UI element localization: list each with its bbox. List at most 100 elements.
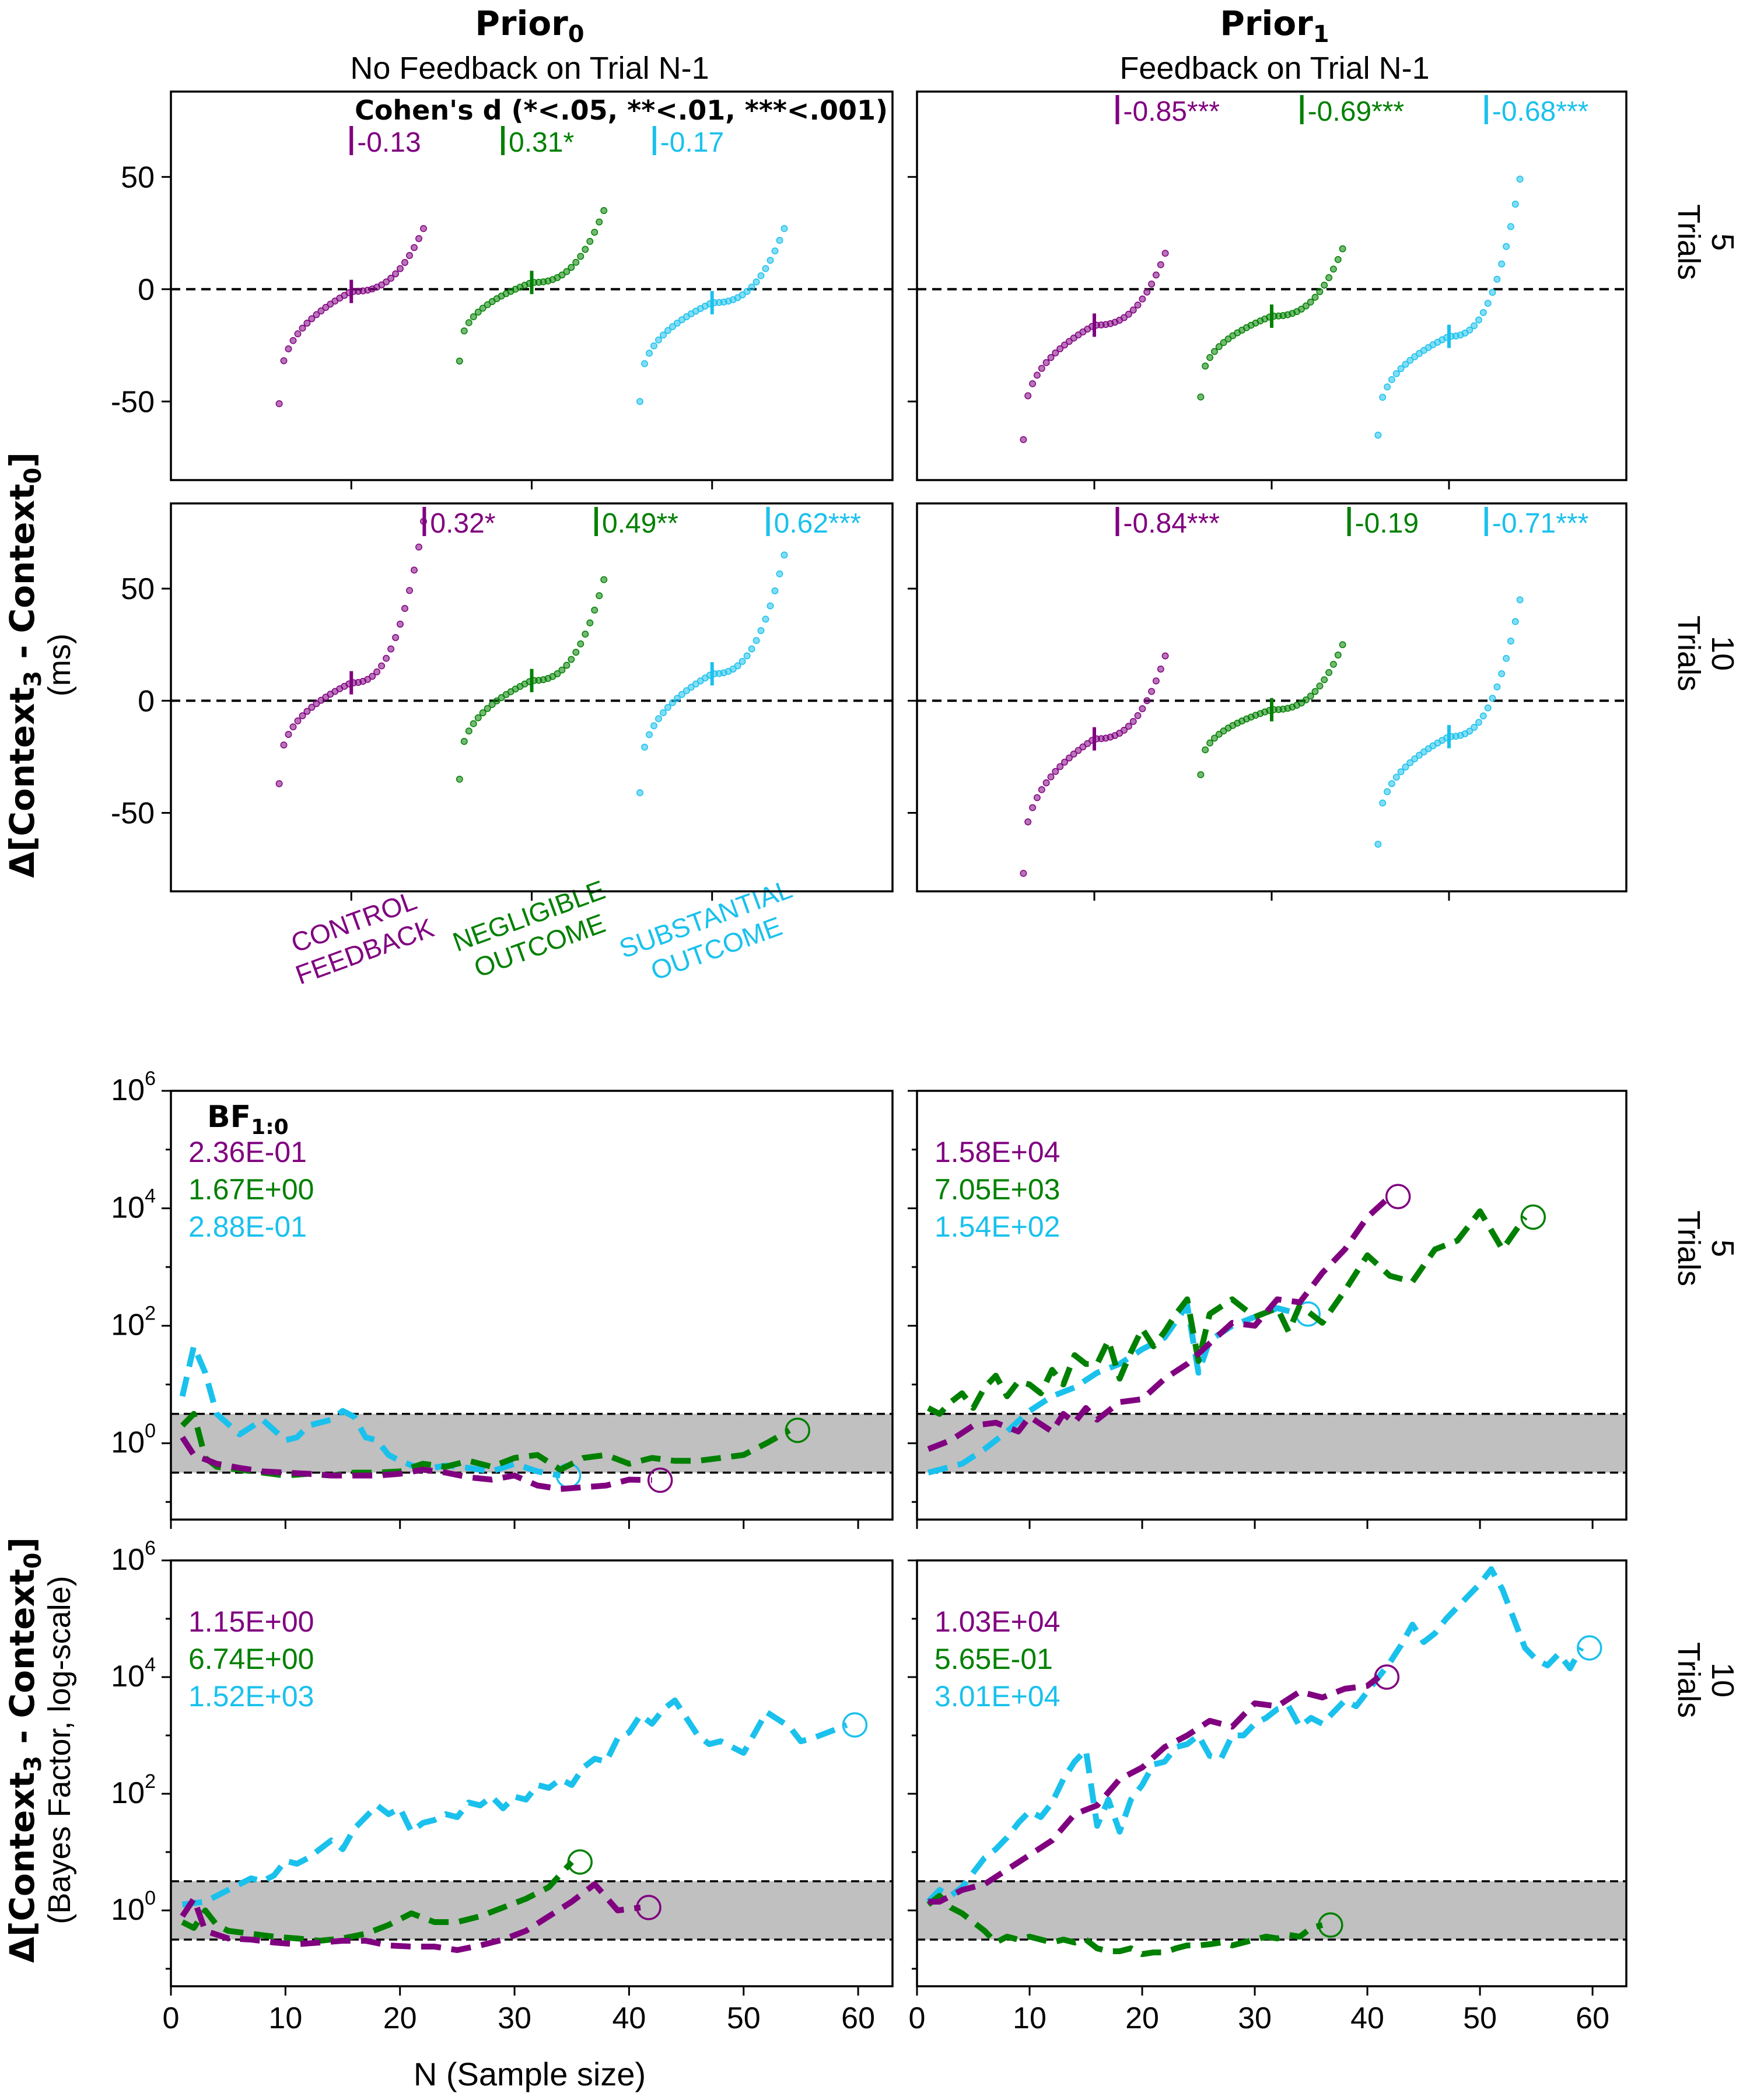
bf-line-control (180, 1881, 641, 1953)
scatter-point-substantial (1411, 353, 1419, 360)
scatter-point-substantial (1507, 223, 1514, 230)
scatter-point-substantial (1416, 751, 1423, 759)
scatter-point-substantial (762, 615, 769, 623)
row-label-bottom-10: 10 Trials (1671, 1642, 1740, 1718)
scatter-point-substantial (660, 331, 667, 339)
scatter-point-substantial (687, 684, 695, 691)
scatter-point-control (369, 673, 376, 680)
bf-value-substantial: 3.01E+04 (935, 1680, 1060, 1713)
scatter-point-negligible (582, 246, 589, 253)
scatter-point-substantial (650, 722, 657, 730)
y-tick-label: -50 (111, 796, 155, 830)
scatter-point-negligible (596, 218, 603, 226)
column-title-prior0: Prior0 (475, 4, 584, 48)
cohens-d-value-control: 0.32* (430, 508, 495, 539)
cohens-d-value-control: -0.85*** (1124, 96, 1220, 127)
scatter-point-control (1129, 718, 1137, 725)
scatter-point-control (299, 712, 306, 720)
scatter-point-substantial (682, 687, 690, 695)
scatter-point-substantial (1402, 360, 1409, 368)
scatter-point-control (420, 225, 427, 232)
scatter-point-control (1134, 712, 1142, 719)
scatter-point-substantial (646, 349, 653, 357)
bayes-panel-2: 1.58E+04 7.05E+03 1.54E+02 (908, 1090, 1628, 1529)
scatter-point-substantial (650, 342, 657, 349)
y-tick-label: 100 (111, 1420, 156, 1460)
bf-value-negligible: 1.67E+00 (188, 1173, 314, 1206)
scatter-point-negligible (1325, 668, 1333, 676)
bf-line-substantial (926, 1566, 1584, 1904)
scatter-point-control (294, 717, 302, 724)
scatter-point-substantial (660, 709, 667, 716)
scatter-point-control (1024, 818, 1032, 825)
scatter-point-negligible (1215, 730, 1223, 738)
scatter-point-control (411, 244, 418, 251)
scatter-point-substantial (1406, 759, 1414, 766)
scatter-point-substantial (636, 789, 643, 796)
bf-null-band (171, 1413, 892, 1473)
scatter-point-substantial (757, 272, 765, 279)
y-tick-label: 102 (111, 1770, 156, 1810)
scatter-point-negligible (586, 619, 594, 626)
scatter-point-negligible (479, 304, 487, 312)
scatter-point-substantial (1466, 727, 1474, 735)
scatter-point-substantial (1475, 719, 1482, 726)
scatter-point-negligible (563, 268, 570, 275)
scatter-point-negligible (484, 705, 491, 712)
panel-frame (916, 1090, 1628, 1521)
scatter-point-control (1038, 365, 1045, 372)
row-label-bottom-5: 5 Trials (1671, 1210, 1740, 1286)
bf-endpoint-substantial (842, 1712, 868, 1738)
bf-value-negligible: 6.74E+00 (188, 1643, 314, 1675)
scatter-point-control (406, 587, 413, 594)
scatter-point-negligible (1316, 682, 1324, 690)
cohens-d-value-negligible: 0.49** (602, 508, 678, 539)
scatter-point-substantial (692, 680, 699, 688)
scatter-point-control (313, 311, 320, 318)
scatter-point-negligible (1339, 641, 1346, 649)
scatter-point-substantial (738, 657, 746, 665)
scatter-point-control (397, 621, 404, 628)
scatter-point-substantial (1479, 309, 1487, 316)
bf-endpoint-negligible (1520, 1204, 1546, 1230)
scatter-point-negligible (465, 319, 473, 327)
svg-text:(ms): (ms) (42, 634, 77, 696)
scatter-point-substantial (1397, 768, 1405, 776)
bf-null-band (917, 1881, 1626, 1940)
scatter-point-substantial (1388, 376, 1395, 383)
scatter-point-negligible (1321, 676, 1328, 684)
scatter-point-substantial (1489, 695, 1496, 702)
scatter-point-control (373, 668, 381, 676)
scatter-point-control (387, 275, 395, 282)
scatter-point-control (1134, 301, 1142, 309)
scatter-point-control (308, 315, 316, 323)
scatter-point-negligible (1311, 293, 1319, 301)
scatter-point-negligible (498, 694, 505, 701)
scatter-point-substantial (1516, 596, 1524, 604)
scatter-point-control (1125, 310, 1132, 318)
scatter-point-control (383, 278, 390, 286)
scatter-point-substantial (757, 627, 765, 635)
bf-line-substantial (181, 1698, 848, 1908)
scatter-point-control (1139, 705, 1146, 712)
scatter-point-substantial (1498, 670, 1506, 677)
scatter-point-control (1074, 747, 1082, 754)
cohens-d-value-negligible: -0.19 (1355, 508, 1419, 539)
panel-frame (170, 502, 894, 892)
scatter-point-negligible (456, 775, 463, 783)
cohens-d-value-negligible: 0.31* (509, 127, 574, 158)
scatter-point-negligible (1334, 256, 1342, 263)
scatter-point-substantial (780, 225, 788, 232)
scatter-point-control (289, 337, 297, 344)
bf-line-negligible (926, 1208, 1528, 1417)
x-tick-label: 40 (1350, 2001, 1384, 2035)
scatter-point-substantial (738, 291, 746, 299)
scatter-point-negligible (1206, 739, 1214, 747)
scatter-point-control (1084, 740, 1091, 747)
row-label-top-10: 10 Trials (1671, 615, 1740, 691)
y-axis-label-bottom: Δ[Context3 - Context0] (Bayes Factor, lo… (2, 1537, 77, 1963)
scatter-point-substantial (1397, 365, 1405, 372)
scatter-point-control (1042, 779, 1050, 786)
